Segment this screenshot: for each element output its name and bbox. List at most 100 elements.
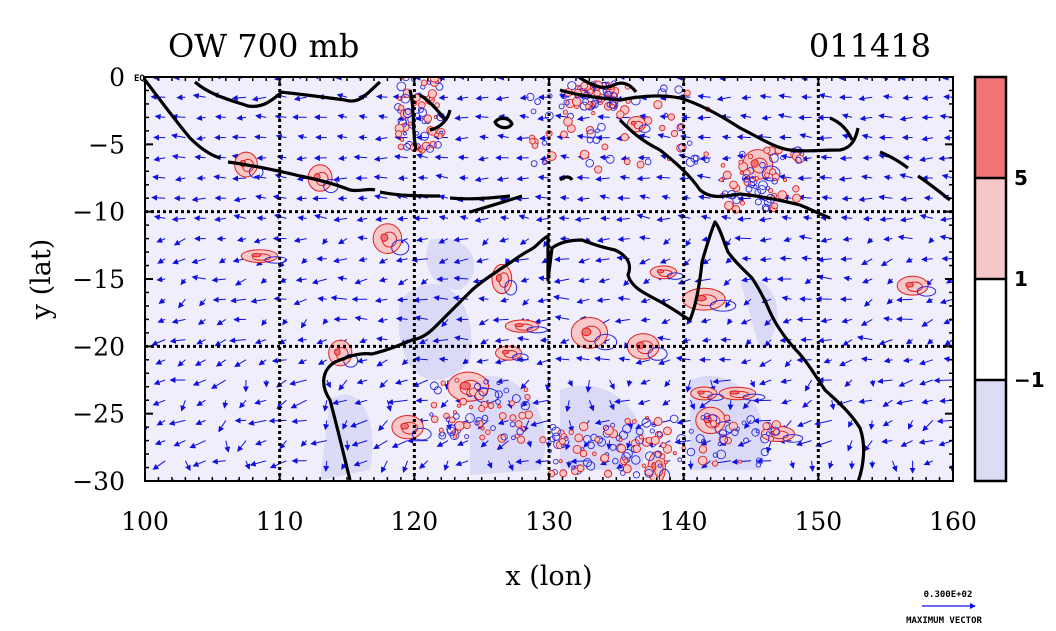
wind-vector [375,216,388,223]
wind-vector [153,155,166,162]
wind-vector [480,338,489,345]
wind-vector [211,458,226,465]
contour-blob [755,462,761,468]
wind-vector [699,399,711,409]
wind-vector [638,133,651,140]
wind-vector [936,418,953,425]
wind-vector [741,276,752,283]
wind-vector [358,256,368,263]
wind-vector [306,480,308,481]
wind-vector [781,398,792,405]
wind-vector [434,154,449,161]
positive-core [750,159,759,168]
wind-vector [520,277,529,283]
wind-vector [817,337,832,344]
wind-vector [698,194,711,201]
wind-vector [867,237,874,244]
contour-blob [684,89,691,97]
contour-blob [609,443,617,451]
wind-vector [256,215,267,222]
negative-contour [512,353,529,362]
contour-blob [602,424,609,431]
positive-core [581,327,592,337]
wind-vector [154,439,166,446]
wind-vector [694,277,711,284]
wind-vector [317,359,328,365]
contour-blob [747,153,754,160]
contour-blob [623,458,629,464]
contour-blob [419,131,429,141]
wind-vector [487,480,489,481]
contour-blob [716,449,726,460]
wind-vector [224,440,231,453]
contour-blob [792,193,802,203]
wind-vector [820,317,832,324]
wind-vector [752,417,772,424]
positive-core [656,269,665,274]
wind-vector [844,379,853,387]
contour-blob [731,428,739,437]
contour-blob [597,122,606,132]
wind-vector [939,298,953,305]
wind-vector [255,194,267,201]
wind-vector [289,379,307,386]
wind-vector [459,214,469,221]
wind-vector [781,295,792,302]
contour-blob [420,79,428,87]
contour-blob [558,458,563,464]
wind-vector [378,258,388,264]
wind-vector [171,216,186,223]
contour-blob [760,433,770,444]
vector-legend-value: 0.300E+02 [924,590,973,600]
negative-contour [411,427,432,441]
wind-vector [332,399,348,406]
wind-vector [905,338,913,345]
contour-blob [769,168,777,176]
wind-vector [699,155,711,162]
wind-vector [433,295,449,302]
contour-blob [423,77,427,78]
wind-vector [883,315,893,322]
wind-vector [899,216,913,223]
wind-vector [900,195,913,202]
wind-vector [373,193,388,200]
contour-blob [485,429,491,435]
negative-contour [638,124,651,133]
wind-vector [860,318,873,326]
wind-vector [626,379,633,387]
wind-vector [478,318,489,326]
wind-vector [877,378,893,385]
contour-blob [509,421,516,428]
wind-vector [701,337,711,344]
wind-vector [172,258,186,265]
wind-vector [199,298,206,307]
wind-vector [764,339,772,347]
wind-vector [376,336,388,343]
wind-vector [597,113,610,120]
wind-vector [595,175,610,182]
wind-vector [697,114,711,121]
wind-vector [254,399,267,405]
contour-blob [427,89,437,99]
contour-blob [579,449,588,458]
wind-vector [145,238,146,240]
wind-vector [878,194,893,201]
wind-vector [943,93,953,100]
wind-vector [171,133,186,140]
wind-vector [255,439,267,446]
wind-vector [173,238,186,246]
wind-vector [576,195,590,202]
wind-vector [322,318,329,325]
contour-blob [571,96,582,107]
contour-blob [560,130,568,139]
wind-vector [759,379,772,386]
wind-vector [742,399,752,410]
wind-vector [721,155,731,162]
wind-vector [279,277,287,283]
wind-vector [229,337,247,344]
contour-blob [760,447,769,457]
wind-vector [479,134,489,141]
wind-vector [311,278,327,285]
vector-legend: 0.300E+02 MAXIMUM VECTOR [906,590,982,626]
contour-blob [399,137,405,142]
